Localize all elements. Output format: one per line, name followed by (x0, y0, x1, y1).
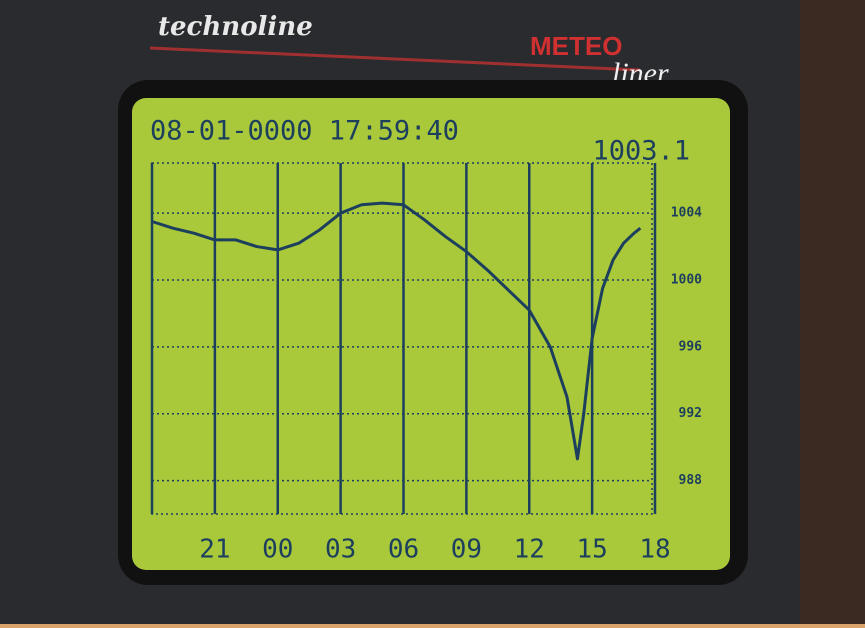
x-tick-label: 06 (388, 535, 419, 565)
plot: 988 992 996 1000 1004 21 00 03 06 09 12 15 18 (150, 162, 703, 565)
device-edge (800, 0, 865, 624)
x-tick-label: 03 (325, 535, 356, 565)
lcd-screen (132, 98, 730, 570)
x-tick-label: 09 (451, 535, 482, 565)
model-name: METEO (530, 31, 622, 61)
y-tick-label: 996 (679, 339, 703, 354)
x-tick-label: 00 (262, 535, 293, 565)
current-pressure: 1003.1 (592, 136, 690, 167)
y-tick-label: 992 (679, 406, 702, 421)
x-tick-label: 15 (576, 535, 607, 565)
x-tick-label: 18 (639, 535, 670, 565)
y-tick-label: 988 (679, 473, 703, 488)
y-tick-label: 1004 (671, 206, 702, 221)
x-tick-label: 12 (514, 535, 545, 565)
x-tick-label: 21 (199, 535, 230, 565)
pressure-line (151, 201, 642, 461)
y-tick-label: 1000 (671, 273, 702, 288)
brand-logo: technoline (158, 12, 313, 42)
date-time: 08-01-0000 17:59:40 (150, 116, 459, 147)
brand-stripe (149, 46, 641, 72)
